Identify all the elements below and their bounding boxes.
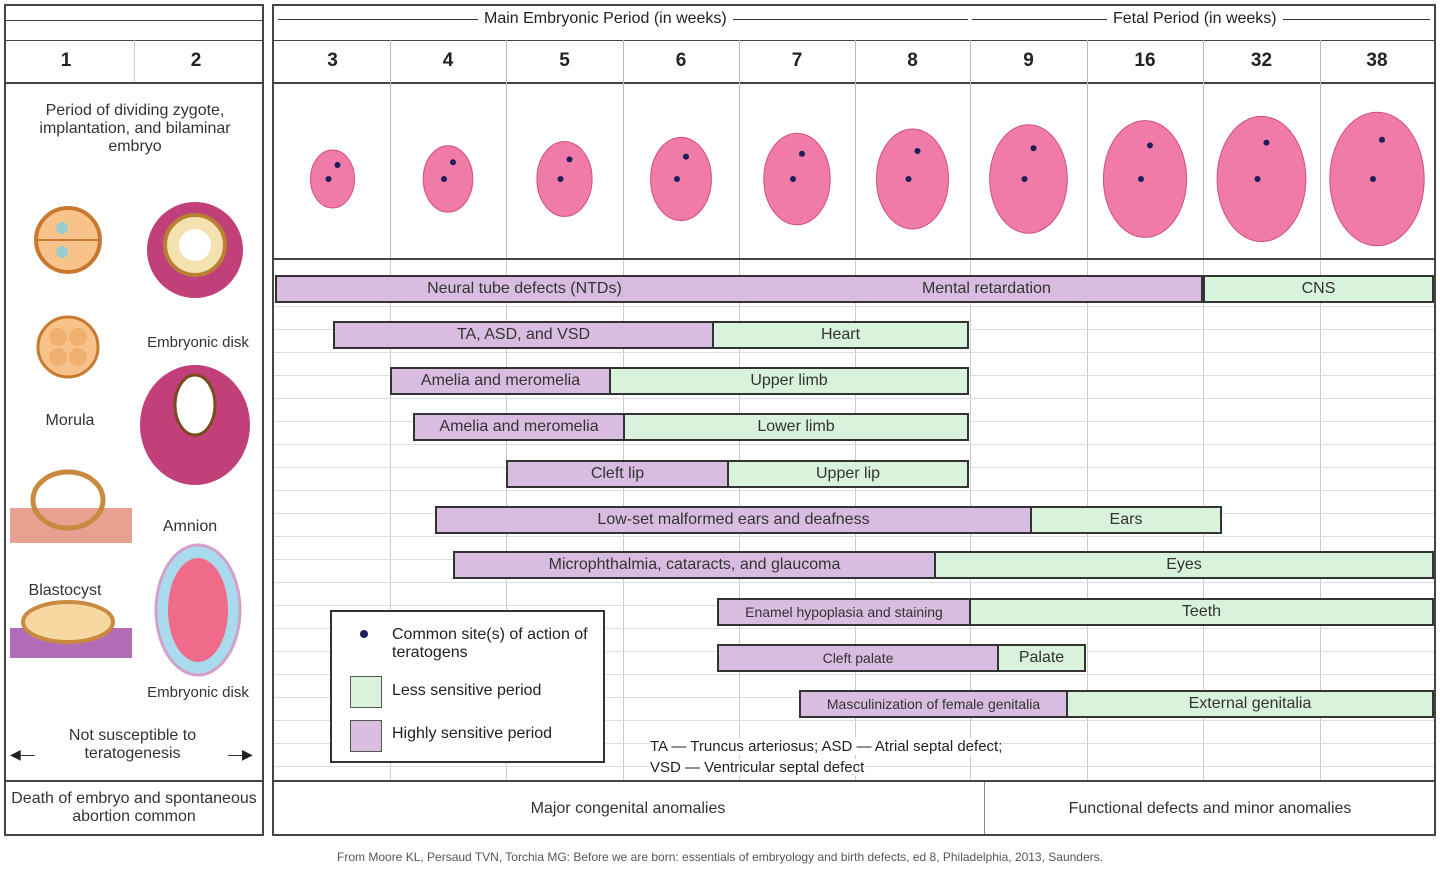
bar-less-sensitive: Upper limb bbox=[609, 367, 969, 395]
week-1: 1 bbox=[60, 50, 72, 71]
not-susceptible-text: Not susceptible to teratogenesis bbox=[68, 727, 197, 762]
week-4: 4 bbox=[442, 50, 454, 71]
less-sensitive-swatch bbox=[350, 676, 382, 708]
week-9: 9 bbox=[1023, 50, 1034, 71]
legend-sites: Common site(s) of action of teratogens bbox=[392, 626, 588, 661]
embryo-week-icon bbox=[876, 128, 949, 230]
embryo-week-icon bbox=[650, 136, 712, 222]
bar-highly-sensitive: Amelia and meromelia bbox=[413, 413, 625, 441]
citation: From Moore KL, Persaud TVN, Torchia MG: … bbox=[337, 850, 1103, 864]
right-panel bbox=[272, 4, 1436, 836]
bar-less-sensitive: External genitalia bbox=[1066, 690, 1434, 718]
week-7: 7 bbox=[791, 50, 803, 71]
embryonic-period-arrow: Main Embryonic Period (in weeks) bbox=[278, 8, 968, 32]
week-10: 16 bbox=[1134, 50, 1156, 71]
bar-highly-sensitive: Amelia and meromelia bbox=[390, 367, 611, 395]
bar-highly-sensitive: Masculinization of female genitalia bbox=[799, 690, 1068, 718]
abbrev-line-2: VSD — Ventricular septal defect bbox=[650, 759, 865, 776]
legend-high: Highly sensitive period bbox=[392, 725, 553, 742]
bar-label: Neural tube defects (NTDs) bbox=[427, 280, 622, 297]
week-12: 38 bbox=[1366, 50, 1388, 71]
embryo-week-icon bbox=[310, 149, 355, 209]
week-8: 8 bbox=[907, 50, 918, 71]
embryo-week-icon bbox=[422, 145, 474, 213]
amnion-label: Amnion bbox=[162, 518, 218, 535]
bar-less-sensitive: Eyes bbox=[934, 551, 1434, 579]
morula-icon bbox=[36, 315, 100, 379]
fetal-period-label: Fetal Period (in weeks) bbox=[1107, 10, 1283, 28]
embryo-week-icon bbox=[1329, 111, 1425, 247]
abbrev-line-1: TA — Truncus arteriosus; ASD — Atrial se… bbox=[650, 738, 1003, 755]
left-panel bbox=[4, 4, 264, 836]
bar-less-sensitive: Upper lip bbox=[727, 460, 969, 488]
bar-label: Mental retardation bbox=[921, 280, 1051, 297]
embryonic-disk-label-2: Embryonic disk bbox=[147, 684, 249, 701]
early-embryo-illustrations bbox=[10, 202, 250, 677]
implantation-icon bbox=[140, 202, 250, 485]
arrow-left-icon: ◀— bbox=[10, 746, 35, 762]
week-11: 32 bbox=[1250, 50, 1273, 71]
bar-highly-sensitive: Low-set malformed ears and deafness bbox=[435, 506, 1032, 534]
embryo-week-icon bbox=[1216, 115, 1307, 243]
embryo-week-icon bbox=[763, 132, 831, 226]
legend-less: Less sensitive period bbox=[392, 682, 542, 699]
embryo-week-icon bbox=[1102, 120, 1188, 238]
week-3: 3 bbox=[327, 50, 338, 71]
bar-less-sensitive: CNS bbox=[1203, 275, 1434, 303]
bar-highly-sensitive: TA, ASD, and VSD bbox=[333, 321, 714, 349]
bar-highly-sensitive: Microphthalmia, cataracts, and glaucoma bbox=[453, 551, 936, 579]
fetal-period-arrow: Fetal Period (in weeks) bbox=[972, 8, 1430, 32]
bar-highly-sensitive: Cleft palate bbox=[717, 644, 999, 672]
blastocyst-icon bbox=[10, 469, 132, 658]
embryo-week-icon bbox=[989, 124, 1068, 234]
zygote-icon bbox=[34, 206, 102, 274]
week-6: 6 bbox=[675, 50, 687, 71]
bar-highly-sensitive: Neural tube defects (NTDs) Mental retarda… bbox=[275, 275, 1203, 303]
embryonic-period-label: Main Embryonic Period (in weeks) bbox=[478, 10, 733, 28]
amnion-icon bbox=[154, 543, 242, 677]
week-2: 2 bbox=[190, 50, 202, 71]
morula-label: Morula bbox=[45, 412, 95, 429]
embryonic-disk-label-1: Embryonic disk bbox=[147, 334, 249, 351]
bar-highly-sensitive: Cleft lip bbox=[506, 460, 729, 488]
functional-defects: Functional defects and minor anomalies bbox=[1068, 800, 1352, 817]
period-text: Period of dividing zygote, implantation,… bbox=[39, 102, 231, 155]
blastocyst-label: Blastocyst bbox=[28, 582, 102, 599]
bar-less-sensitive: Ears bbox=[1030, 506, 1222, 534]
bar-less-sensitive: Palate bbox=[997, 644, 1086, 672]
highly-sensitive-swatch bbox=[350, 720, 382, 752]
bar-less-sensitive: Heart bbox=[712, 321, 969, 349]
week-5: 5 bbox=[559, 50, 570, 71]
bar-highly-sensitive: Enamel hypoplasia and staining bbox=[717, 598, 971, 626]
arrow-right-icon: —▶ bbox=[228, 746, 253, 762]
major-anomalies: Major congenital anomalies bbox=[530, 800, 726, 817]
embryo-week-icon bbox=[536, 141, 593, 217]
bar-less-sensitive: Teeth bbox=[969, 598, 1434, 626]
death-text: Death of embryo and spontaneous abortion… bbox=[11, 790, 257, 825]
teratogen-site-dot-icon bbox=[360, 630, 368, 638]
legend: Common site(s) of action of teratogens L… bbox=[330, 610, 605, 763]
bar-less-sensitive: Lower limb bbox=[623, 413, 969, 441]
embryo-illustrations bbox=[310, 111, 1425, 247]
